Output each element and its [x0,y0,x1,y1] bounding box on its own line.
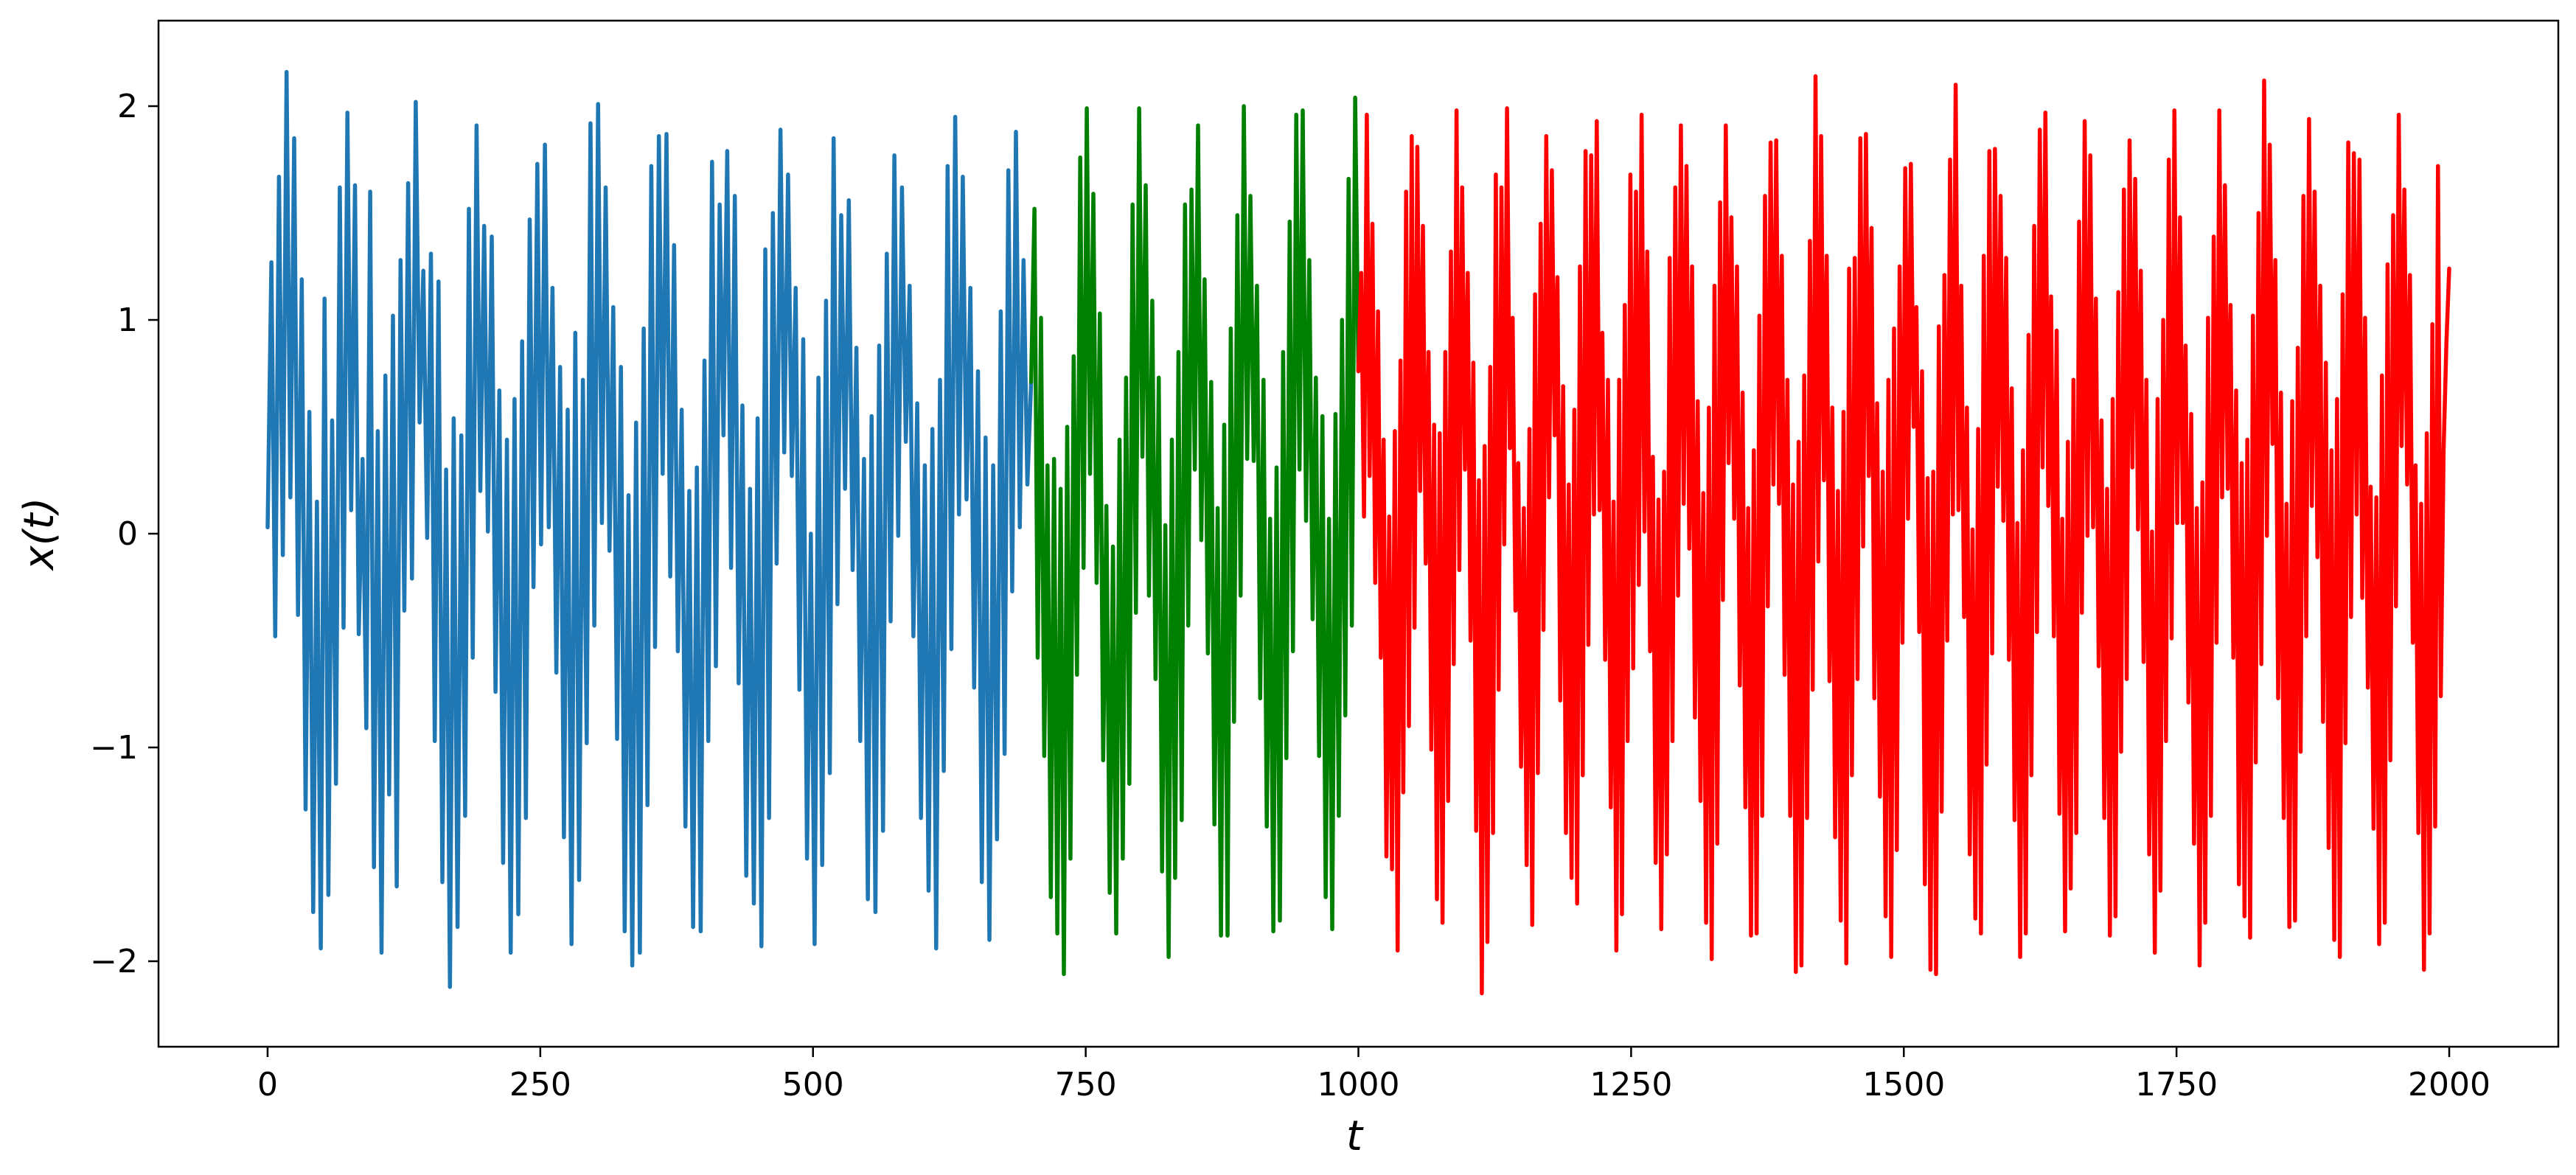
y-axis-label: x(t) [15,498,63,572]
y-tick-label: 2 [117,88,138,125]
x-tick-label: 1750 [2135,1066,2218,1103]
y-tick-label: −2 [90,943,138,980]
y-tick-label: −1 [90,729,138,767]
y-tick-label: 0 [117,515,138,553]
x-axis: 0 250 500 750 1000 1250 1500 1750 2000 [257,1047,2490,1103]
x-tick-label: 2000 [2408,1066,2490,1103]
x-tick-label: 1250 [1590,1066,1672,1103]
x-tick-label: 0 [257,1066,278,1103]
x-tick-label: 750 [1055,1066,1117,1103]
series-line-3 [1356,74,2451,996]
series-layer [265,69,2451,996]
x-tick-label: 1000 [1317,1066,1400,1103]
series-line-2 [1028,95,1361,977]
x-tick-label: 500 [782,1066,844,1103]
series-line-1 [265,69,1034,989]
x-tick-label: 250 [509,1066,571,1103]
plot-area [157,19,2560,1048]
y-tick-label: 1 [117,301,138,339]
x-tick-label: 1500 [1862,1066,1945,1103]
x-axis-label: t [1346,1112,1364,1160]
y-axis: 2 1 0 −1 −2 [90,88,159,980]
